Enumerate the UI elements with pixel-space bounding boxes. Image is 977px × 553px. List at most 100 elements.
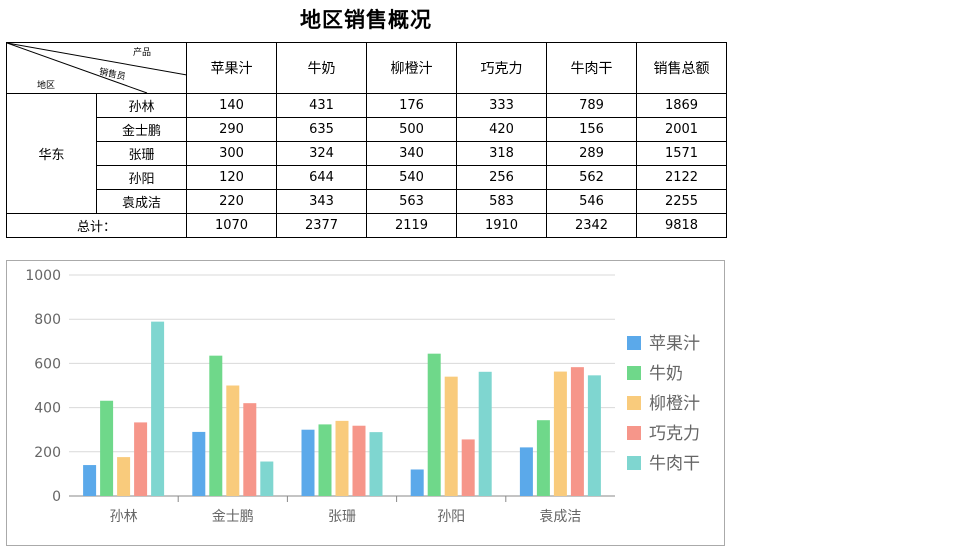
row-total-cell: 1869 <box>636 93 727 118</box>
value-cell: 500 <box>366 117 457 142</box>
value-cell: 300 <box>186 141 277 166</box>
value-cell: 635 <box>276 117 367 142</box>
col-header-product-2: 牛奶 <box>276 42 367 94</box>
bar-2-1 <box>100 400 114 496</box>
row-total-cell: 2122 <box>636 165 727 190</box>
table-row: 孙阳 120 644 540 256 562 2122 <box>7 165 727 190</box>
legend-swatch <box>627 396 641 410</box>
bar-5-5 <box>587 375 601 496</box>
value-cell: 420 <box>456 117 547 142</box>
y-tick-label: 1000 <box>25 268 61 284</box>
value-cell: 644 <box>276 165 367 190</box>
bar-4-1 <box>134 422 148 496</box>
bar-5-4 <box>478 371 492 496</box>
x-tick-label: 金士鹏 <box>212 509 254 525</box>
value-cell: 789 <box>546 93 637 118</box>
row-total-cell: 2255 <box>636 189 727 214</box>
y-tick-label: 400 <box>34 401 61 417</box>
bar-chart-svg: 0 200 400 600 800 1000 孙林 金士鹏 张珊 孙阳 袁成洁 苹果汁牛奶柳橙汁巧克力… <box>25 268 700 525</box>
col-header-product-1: 苹果汁 <box>186 42 277 94</box>
x-tick-label: 孙阳 <box>437 509 465 525</box>
value-cell: 120 <box>186 165 277 190</box>
salesperson-cell: 袁成洁 <box>96 189 187 214</box>
salesperson-cell: 孙阳 <box>96 165 187 190</box>
salesperson-cell: 张珊 <box>96 141 187 166</box>
y-tick-label: 0 <box>52 489 61 505</box>
value-cell: 431 <box>276 93 367 118</box>
bar-2-2 <box>209 355 223 496</box>
value-cell: 318 <box>456 141 547 166</box>
bar-2-3 <box>318 424 332 496</box>
bar-3-1 <box>117 457 131 496</box>
legend-label: 苹果汁 <box>649 334 700 354</box>
value-cell: 176 <box>366 93 457 118</box>
value-cell: 540 <box>366 165 457 190</box>
corner-label-product: 产品 <box>133 48 152 58</box>
diagonal-lines <box>7 43 187 93</box>
col-header-product-3: 柳橙汁 <box>366 42 457 94</box>
salesperson-cell: 孙林 <box>96 93 187 118</box>
column-total-cell: 1910 <box>456 213 547 238</box>
y-tick-label: 600 <box>34 356 61 372</box>
value-cell: 333 <box>456 93 547 118</box>
value-cell: 290 <box>186 117 277 142</box>
bar-1-2 <box>192 431 206 496</box>
column-total-cell: 2377 <box>276 213 367 238</box>
bar-1-1 <box>83 465 97 496</box>
bar-4-4 <box>461 439 475 496</box>
column-total-cell: 2342 <box>546 213 637 238</box>
legend-label: 牛奶 <box>649 364 683 384</box>
grand-total-cell: 9818 <box>636 213 727 238</box>
column-total-cell: 1070 <box>186 213 277 238</box>
legend-label: 巧克力 <box>649 424 700 444</box>
x-tick-label: 袁成洁 <box>539 509 581 525</box>
table-row: 袁成洁 220 343 563 583 546 2255 <box>7 189 727 214</box>
salesperson-cell: 金士鹏 <box>96 117 187 142</box>
total-label: 总计： <box>6 213 187 238</box>
value-cell: 546 <box>546 189 637 214</box>
bar-4-5 <box>570 367 584 496</box>
table-row: 金士鹏 290 635 500 420 156 2001 <box>7 117 727 142</box>
table-row: 张珊 300 324 340 318 289 1571 <box>7 141 727 166</box>
value-cell: 156 <box>546 117 637 142</box>
table-footer-row: 总计： 1070 2377 2119 1910 2342 9818 <box>6 213 727 238</box>
bar-2-5 <box>536 420 550 496</box>
value-cell: 256 <box>456 165 547 190</box>
legend-swatch <box>627 366 641 380</box>
bar-5-3 <box>369 432 383 496</box>
table-row: 华东 孙林 140 431 176 333 789 1869 <box>6 93 727 214</box>
row-total-cell: 1571 <box>636 141 727 166</box>
value-cell: 340 <box>366 141 457 166</box>
value-cell: 140 <box>186 93 277 118</box>
value-cell: 583 <box>456 189 547 214</box>
value-cell: 289 <box>546 141 637 166</box>
bar-3-4 <box>444 376 458 496</box>
row-total-cell: 2001 <box>636 117 727 142</box>
corner-label-region: 地区 <box>37 81 56 91</box>
col-header-product-4: 巧克力 <box>456 42 547 94</box>
y-tick-label: 800 <box>34 312 61 328</box>
bar-2-4 <box>427 353 441 496</box>
legend-swatch <box>627 456 641 470</box>
legend-swatch <box>627 426 641 440</box>
region-cell: 华东 <box>6 93 97 214</box>
table-header-row: 产品 销售员 地区 苹果汁 牛奶 柳橙汁 巧克力 牛肉干 销售总额 <box>6 42 727 94</box>
column-total-cell: 2119 <box>366 213 457 238</box>
diagonal-header-cell: 产品 销售员 地区 <box>6 42 187 94</box>
bar-3-2 <box>226 385 240 496</box>
bar-1-5 <box>519 447 533 496</box>
bar-3-5 <box>553 371 567 496</box>
value-cell: 220 <box>186 189 277 214</box>
value-cell: 562 <box>546 165 637 190</box>
bar-1-4 <box>410 469 424 496</box>
value-cell: 324 <box>276 141 367 166</box>
bar-3-3 <box>335 420 349 496</box>
legend-label: 柳橙汁 <box>649 394 700 414</box>
bar-4-3 <box>352 425 366 496</box>
col-header-total: 销售总额 <box>636 42 727 94</box>
y-tick-label: 200 <box>34 445 61 461</box>
legend-swatch <box>627 336 641 350</box>
page-title: 地区销售概况 <box>300 7 432 32</box>
bar-1-3 <box>301 429 315 496</box>
bar-5-2 <box>260 461 274 496</box>
